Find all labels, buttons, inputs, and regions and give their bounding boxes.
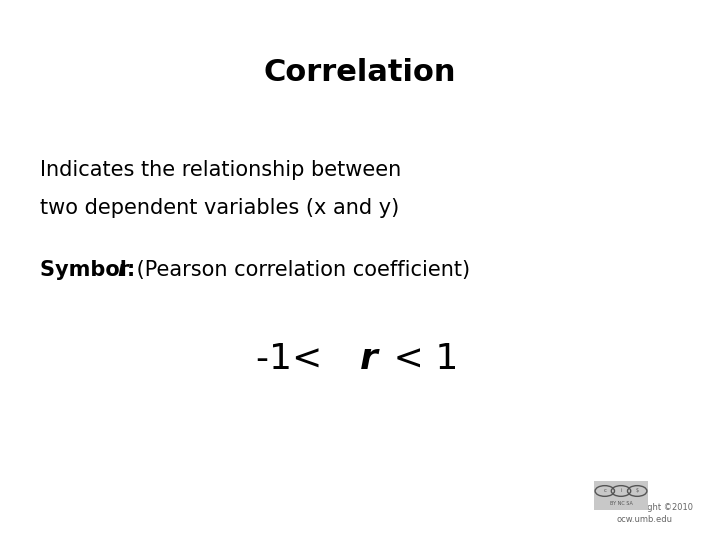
- Text: BY NC SA: BY NC SA: [610, 501, 632, 507]
- Text: i: i: [620, 489, 622, 494]
- Text: < 1: < 1: [382, 342, 458, 376]
- Text: ocw.umb.edu: ocw.umb.edu: [616, 515, 672, 524]
- FancyBboxPatch shape: [591, 479, 651, 512]
- Text: c: c: [603, 489, 606, 494]
- Text: (Pearson correlation coefficient): (Pearson correlation coefficient): [130, 260, 470, 280]
- Text: $: $: [636, 489, 639, 494]
- Text: r: r: [360, 342, 378, 376]
- Text: Correlation: Correlation: [264, 58, 456, 87]
- Text: Symbol:: Symbol:: [40, 260, 142, 280]
- Text: laurel.naiwright ©2010: laurel.naiwright ©2010: [595, 503, 693, 512]
- Text: two dependent variables (x and y): two dependent variables (x and y): [40, 198, 399, 218]
- Text: Indicates the relationship between: Indicates the relationship between: [40, 160, 401, 180]
- Text: -1<: -1<: [256, 342, 333, 376]
- Text: r: r: [117, 260, 127, 280]
